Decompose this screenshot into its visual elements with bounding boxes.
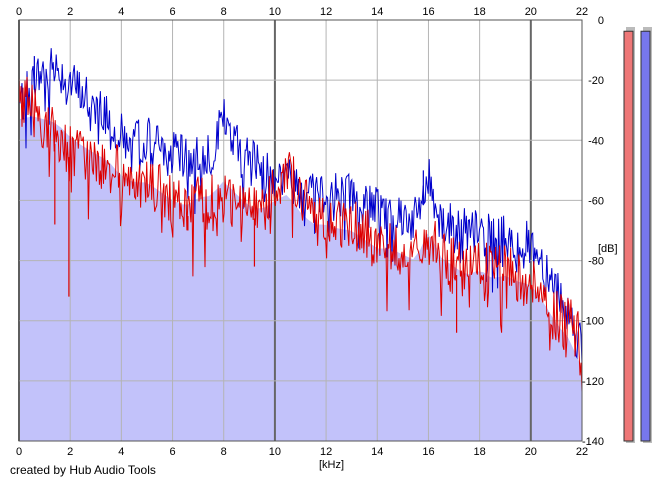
x-tick-bottom-0: 0: [16, 446, 22, 458]
y-tick-0: 0: [598, 15, 604, 27]
x-tick-labels-bottom: 0 2 4 6 8 10 12 14 16 18 20 22: [16, 446, 588, 458]
y-tick--60: -60: [588, 195, 604, 207]
x-tick-labels-top: 0 2 4 6 8 10 12 14 16 18 20 22: [16, 6, 588, 18]
x-tick-bottom-14: 14: [371, 446, 383, 458]
level-meters: [623, 27, 652, 443]
x-tick-top-12: 12: [320, 6, 332, 18]
y-tick--80: -80: [588, 256, 604, 268]
y-tick--20: -20: [588, 75, 604, 87]
x-tick-bottom-6: 6: [169, 446, 175, 458]
x-tick-top-0: 0: [16, 6, 22, 18]
x-tick-top-4: 4: [118, 6, 124, 18]
y-tick--120: -120: [582, 376, 604, 388]
x-tick-top-10: 10: [269, 6, 281, 18]
meter-bar-1: [640, 30, 651, 442]
x-tick-top-8: 8: [221, 6, 227, 18]
plot-border: [18, 19, 583, 442]
x-tick-bottom-10: 10: [269, 446, 281, 458]
y-tick--40: -40: [588, 135, 604, 147]
spike-marks: [33, 56, 458, 333]
x-unit-label: [kHz]: [319, 459, 344, 471]
x-tick-top-18: 18: [474, 6, 486, 18]
y-unit-label: [dB]: [598, 243, 618, 255]
x-tick-top-2: 2: [67, 6, 73, 18]
y-tick-labels: 0 -20 -40 -60 -80 -100 -120 -140: [582, 15, 604, 448]
x-tick-top-22: 22: [576, 6, 588, 18]
x-tick-bottom-12: 12: [320, 446, 332, 458]
y-tick--100: -100: [582, 316, 604, 328]
x-tick-bottom-18: 18: [474, 446, 486, 458]
x-tick-bottom-8: 8: [221, 446, 227, 458]
x-tick-bottom-2: 2: [67, 446, 73, 458]
series-red-line: [18, 76, 583, 392]
y-tick--140: -140: [582, 436, 604, 448]
credit-text: created by Hub Audio Tools: [10, 463, 156, 477]
x-tick-top-14: 14: [371, 6, 383, 18]
spectrum-area-fill: [19, 116, 582, 441]
x-tick-top-6: 6: [169, 6, 175, 18]
x-tick-bottom-22: 22: [576, 446, 588, 458]
x-tick-bottom-16: 16: [422, 446, 434, 458]
x-tick-top-20: 20: [525, 6, 537, 18]
x-tick-bottom-4: 4: [118, 446, 124, 458]
x-tick-top-16: 16: [422, 6, 434, 18]
meter-bar-0: [623, 30, 634, 442]
x-tick-bottom-20: 20: [525, 446, 537, 458]
